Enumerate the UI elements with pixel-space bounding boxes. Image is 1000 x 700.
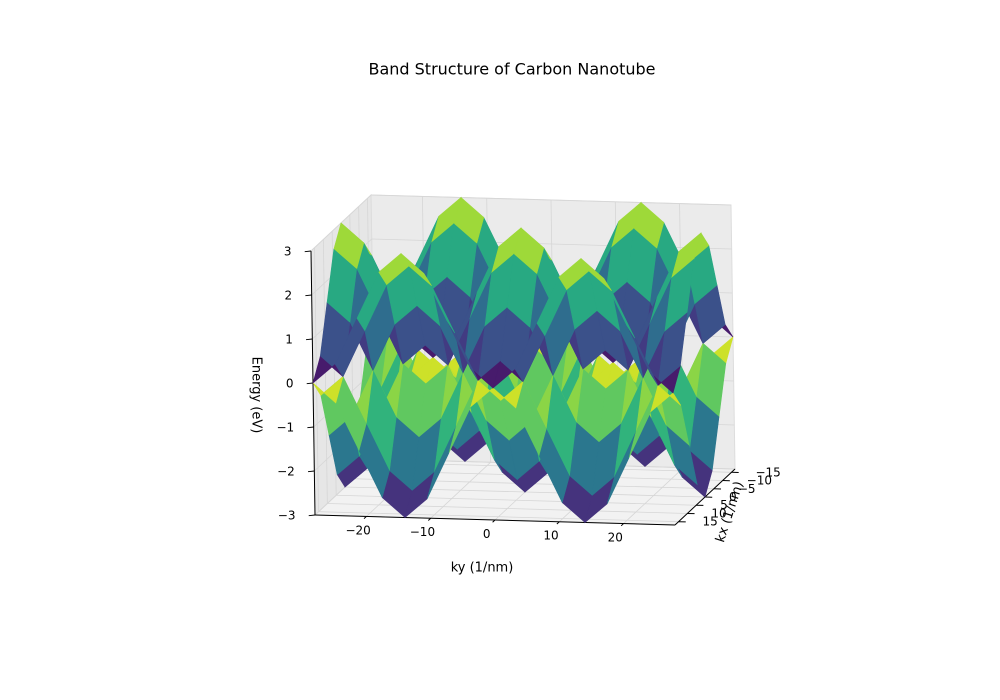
y-tick-label: −10	[747, 474, 772, 488]
y-tick-label: −5	[738, 482, 756, 496]
x-axis-line	[314, 514, 676, 526]
grid-line	[370, 194, 732, 206]
y-tick-label: 10	[711, 506, 726, 520]
tick-mark	[305, 294, 312, 297]
y-tick-label: −15	[755, 465, 780, 479]
x-tick-label: −20	[345, 523, 370, 537]
z-axis-label: Energy (eV)	[249, 357, 264, 434]
x-tick-label: 0	[483, 527, 491, 541]
grid-line	[318, 511, 679, 523]
tick-mark	[305, 338, 313, 341]
x-axis-label: ky (1/nm)	[451, 561, 514, 576]
x-tick-label: 10	[543, 529, 558, 543]
tick-mark	[307, 426, 314, 429]
surface-patch	[492, 380, 524, 409]
tick-mark	[307, 470, 315, 473]
y-tick-label: 0	[729, 490, 737, 504]
z-tick-label: −2	[277, 464, 295, 478]
y-tick-label: 15	[703, 515, 718, 529]
tick-mark	[306, 382, 314, 385]
z-tick-label: −3	[278, 508, 296, 522]
tick-mark	[308, 514, 316, 517]
x-tick-label: −10	[410, 525, 435, 539]
x-tick-label: 20	[608, 531, 623, 545]
surface-patch	[580, 258, 612, 292]
z-tick-label: 3	[284, 244, 292, 258]
surface-patch	[312, 375, 344, 404]
z-tick-label: −1	[276, 420, 294, 434]
y-tick-label: 5	[720, 498, 728, 512]
z-tick-label: 1	[285, 332, 293, 346]
chart-title: Band Structure of Carbon Nanotube	[368, 60, 655, 79]
z-tick-label: 0	[286, 376, 294, 390]
surface-patch	[400, 253, 432, 287]
tick-mark	[304, 250, 312, 253]
grid-line	[327, 503, 688, 514]
z-tick-label: 2	[285, 288, 293, 302]
